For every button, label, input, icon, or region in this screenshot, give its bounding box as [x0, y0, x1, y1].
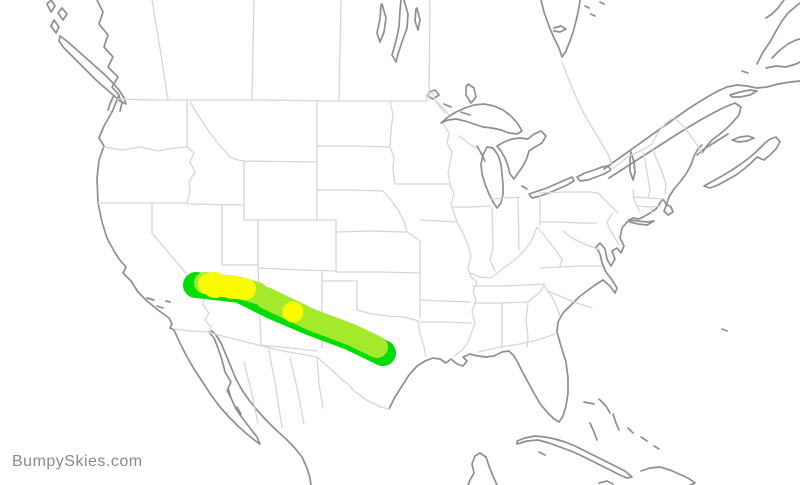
coastline-pacific — [96, 0, 175, 331]
coastline-james-bay — [540, 0, 605, 58]
coastlines — [46, 0, 800, 485]
flight-path — [183, 272, 396, 366]
coastline-mexico-baja — [146, 297, 312, 485]
flight-path-lightmoderate-dot-2 — [220, 275, 244, 299]
mexico-state-borders — [243, 345, 324, 429]
lake-huron — [496, 130, 547, 180]
lake-michigan — [476, 145, 504, 209]
canada-lakes — [376, 0, 477, 108]
coastline-gulf-atlantic — [388, 144, 703, 423]
flight-path-lightmoderate-dot-3 — [282, 301, 304, 323]
coastline-st-lawrence — [603, 80, 800, 179]
caribbean-islands — [467, 328, 728, 485]
lake-superior — [440, 103, 523, 135]
coastline-long-island — [628, 219, 655, 226]
state-borders-west — [97, 99, 337, 352]
political-borders — [97, 0, 703, 429]
canada-province-borders — [151, 0, 613, 167]
coastline-maritimes — [696, 89, 781, 189]
watermark: BumpySkies.com — [12, 453, 143, 470]
us-canada-border — [116, 92, 703, 171]
coastline-newfoundland — [741, 0, 800, 74]
lake-erie-ontario — [521, 151, 636, 199]
state-borders-plains — [257, 99, 491, 357]
us-mexico-border — [173, 328, 390, 410]
coastline-vancouver-island — [46, 0, 127, 112]
state-borders-east — [469, 147, 667, 353]
